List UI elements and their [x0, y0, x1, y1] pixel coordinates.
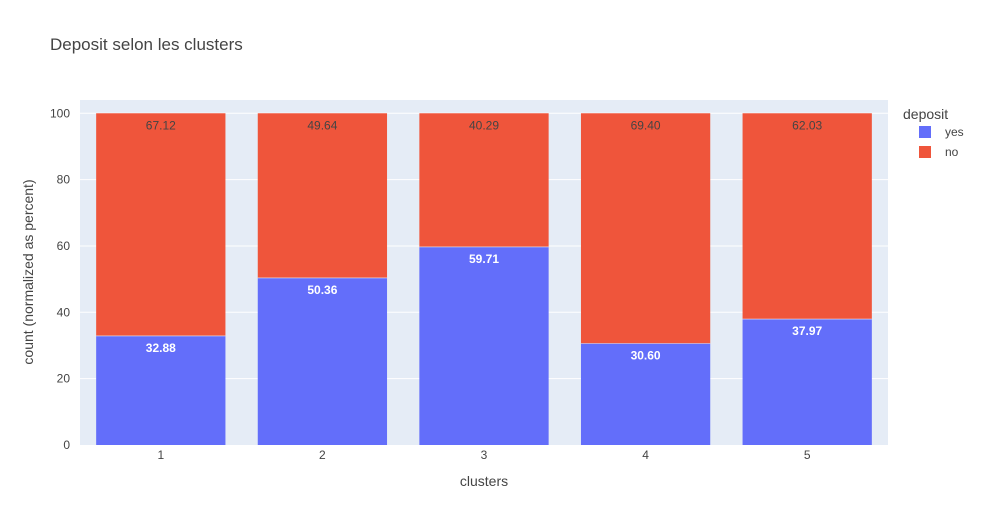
- data-label-no-cluster-2: 49.64: [307, 118, 337, 132]
- legend: deposit yes no: [903, 106, 964, 159]
- data-label-yes-cluster-5: 37.97: [792, 324, 822, 338]
- bars: [96, 113, 872, 445]
- legend-swatch-no[interactable]: [919, 146, 931, 158]
- data-label-yes-cluster-4: 30.60: [631, 348, 661, 362]
- bar-labels: 32.88 67.12 50.36 49.64 59.71 40.29 30.60 69.40…: [146, 118, 823, 362]
- chart-title: Deposit selon les clusters: [50, 35, 243, 54]
- x-tick-label: 4: [642, 448, 649, 462]
- legend-title: deposit: [903, 106, 948, 122]
- y-tick-label: 60: [57, 239, 71, 253]
- bar-no-cluster-5: [742, 113, 872, 320]
- y-axis-ticks: 0 20 40 60 80 100: [50, 106, 70, 452]
- x-axis-label: clusters: [460, 473, 508, 489]
- legend-label-no[interactable]: no: [945, 145, 959, 159]
- data-label-no-cluster-3: 40.29: [469, 118, 499, 132]
- data-label-no-cluster-1: 67.12: [146, 118, 176, 132]
- legend-swatch-yes[interactable]: [919, 126, 931, 138]
- x-tick-label: 3: [481, 448, 488, 462]
- y-tick-label: 20: [57, 372, 71, 386]
- data-label-no-cluster-5: 62.03: [792, 118, 822, 132]
- bar-no-cluster-2: [257, 113, 388, 278]
- x-axis-ticks: 1 2 3 4 5: [157, 448, 810, 462]
- legend-items: yes no: [919, 125, 964, 159]
- bar-no-cluster-3: [419, 113, 549, 247]
- y-tick-label: 0: [63, 438, 70, 452]
- y-tick-label: 80: [57, 173, 71, 187]
- bar-no-cluster-4: [580, 113, 711, 344]
- data-label-yes-cluster-3: 59.71: [469, 252, 499, 266]
- y-axis-label: count (normalized as percent): [20, 179, 36, 364]
- bar-yes-cluster-2: [257, 277, 388, 445]
- legend-label-yes[interactable]: yes: [945, 125, 964, 139]
- data-label-no-cluster-4: 69.40: [631, 118, 661, 132]
- bar-yes-cluster-1: [96, 335, 226, 445]
- bar-no-cluster-1: [96, 113, 226, 336]
- x-tick-label: 1: [157, 448, 164, 462]
- x-tick-label: 5: [804, 448, 811, 462]
- y-tick-label: 100: [50, 106, 70, 120]
- data-label-yes-cluster-2: 50.36: [307, 283, 337, 297]
- bar-yes-cluster-4: [580, 343, 711, 445]
- bar-yes-cluster-3: [419, 246, 549, 445]
- y-tick-label: 40: [57, 305, 71, 319]
- x-tick-label: 2: [319, 448, 326, 462]
- bar-yes-cluster-5: [742, 319, 872, 445]
- data-label-yes-cluster-1: 32.88: [146, 341, 176, 355]
